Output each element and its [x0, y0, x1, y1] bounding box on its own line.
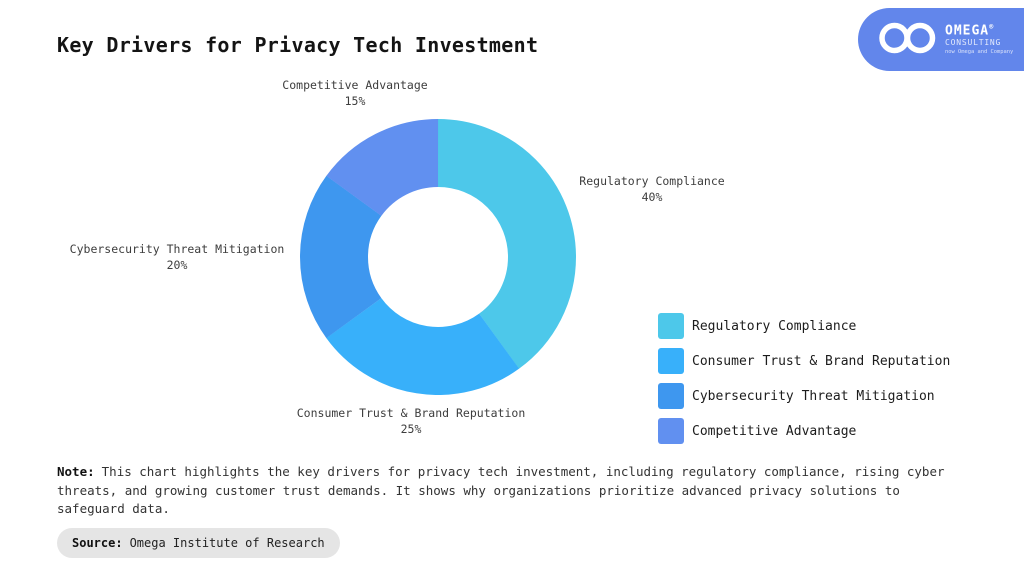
logo-text: OMEGA® CONSULTING now Omega and Company — [945, 22, 1021, 56]
slice-value: 25% — [400, 422, 422, 436]
source-label: Source: — [72, 536, 123, 550]
logo-brand: OMEGA® — [945, 22, 994, 38]
note-label: Note: — [57, 464, 95, 479]
slice-value: 40% — [641, 190, 663, 204]
source-badge: Source: Omega Institute of Research — [57, 528, 340, 558]
donut-chart — [300, 119, 576, 395]
donut-slice-3[interactable] — [300, 119, 576, 395]
chart-note: Note: This chart highlights the key drive… — [57, 463, 962, 519]
legend-swatch-icon — [658, 383, 684, 409]
source-text: Omega Institute of Research — [129, 536, 325, 550]
omega-consulting-logo: OMEGA® CONSULTING now Omega and Company — [858, 8, 1024, 71]
slice-label-cybersecurity: Cybersecurity Threat Mitigation 20% — [69, 242, 285, 272]
legend-item-regulatory-compliance[interactable]: Regulatory Compliance — [658, 313, 950, 339]
slice-label-consumer-trust: Consumer Trust & Brand Reputation 25% — [296, 406, 526, 436]
legend-swatch-icon — [658, 348, 684, 374]
chart-legend: Regulatory Compliance Consumer Trust & B… — [658, 313, 950, 453]
infinity-icon — [878, 21, 938, 59]
logo-tagline: now Omega and Company — [945, 48, 1014, 55]
legend-swatch-icon — [658, 313, 684, 339]
note-text: This chart highlights the key drivers fo… — [57, 464, 945, 516]
legend-item-cybersecurity[interactable]: Cybersecurity Threat Mitigation — [658, 383, 950, 409]
registered-mark: ® — [989, 22, 994, 31]
page-title: Key Drivers for Privacy Tech Investment — [57, 33, 539, 57]
slice-value: 15% — [344, 94, 366, 108]
logo-subtitle: CONSULTING — [945, 37, 1002, 47]
legend-item-competitive-advantage[interactable]: Competitive Advantage — [658, 418, 950, 444]
legend-item-consumer-trust[interactable]: Consumer Trust & Brand Reputation — [658, 348, 950, 374]
slice-label-regulatory-compliance: Regulatory Compliance 40% — [579, 174, 725, 204]
slice-value: 20% — [166, 258, 188, 272]
legend-swatch-icon — [658, 418, 684, 444]
slice-label-competitive-advantage: Competitive Advantage 15% — [282, 78, 428, 108]
